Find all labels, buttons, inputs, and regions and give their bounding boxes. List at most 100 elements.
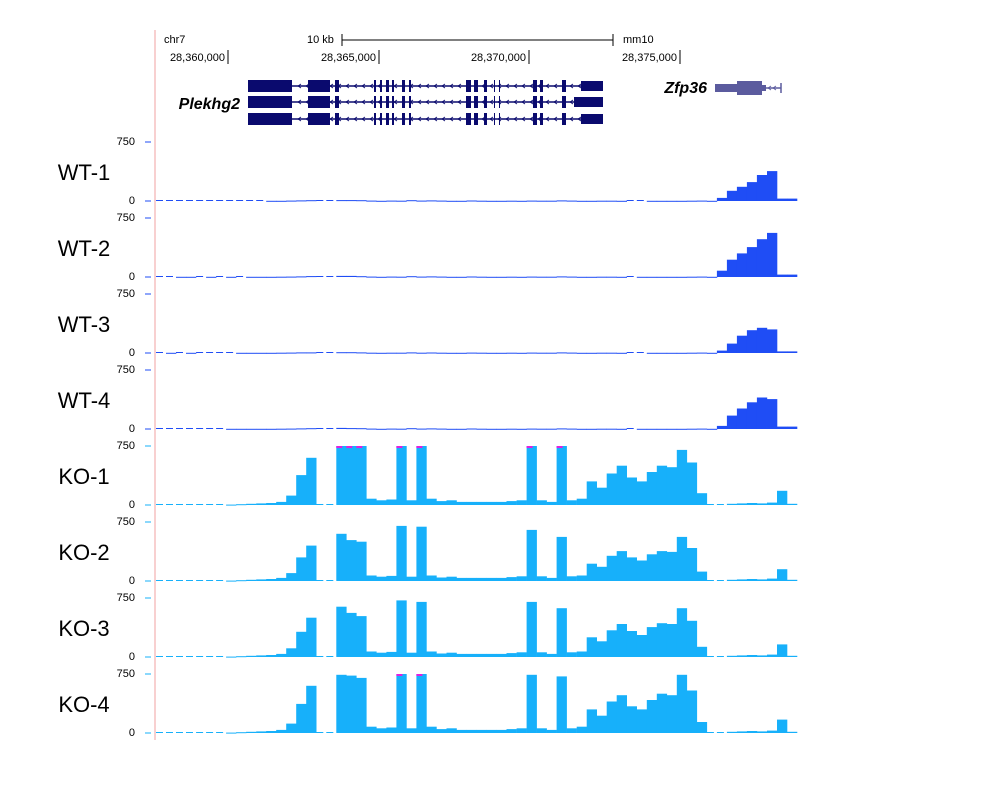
coverage-bar — [616, 465, 627, 505]
coverage-bar — [606, 352, 617, 354]
coverage-bar — [746, 182, 758, 201]
coverage-bar — [456, 428, 467, 430]
coverage-bar — [316, 428, 324, 429]
coverage-bar — [606, 200, 617, 202]
coverage-bar — [606, 276, 617, 278]
coverage-bar — [456, 200, 467, 202]
coverage-bar — [516, 276, 527, 278]
exon — [533, 96, 537, 108]
exon — [484, 80, 487, 92]
coverage-bar — [276, 352, 287, 354]
coverage-bar — [496, 200, 507, 202]
coverage-bar — [446, 652, 457, 657]
coverage-bar — [526, 352, 537, 354]
coverage-bar — [596, 487, 607, 505]
coverage-bar — [206, 504, 214, 505]
exon — [409, 96, 411, 108]
coverage-bar — [306, 352, 317, 354]
coverage-bar — [536, 352, 547, 354]
coverage-bar — [356, 276, 367, 278]
coverage-bar — [346, 540, 357, 581]
coverage-bar — [666, 352, 678, 354]
exon — [409, 113, 411, 125]
coverage-bar — [156, 200, 163, 201]
coverage-bar — [386, 352, 397, 354]
coverage-bar — [496, 577, 507, 581]
coverage-bar — [436, 276, 447, 278]
coverage-bar — [356, 200, 367, 202]
coverage-bar — [436, 653, 447, 657]
coverage-bar — [296, 200, 307, 202]
coverage-bar — [236, 428, 247, 430]
exon — [335, 113, 339, 125]
coverage-bar — [376, 576, 387, 581]
coverage-bar — [416, 526, 427, 581]
coverage-bar — [556, 200, 567, 202]
coverage-bar — [586, 481, 597, 505]
coverage-bar — [416, 428, 427, 430]
coverage-bar — [406, 652, 417, 657]
exon — [386, 80, 389, 92]
exon — [380, 113, 382, 125]
coverage-bar — [176, 504, 183, 505]
coverage-bar — [486, 352, 497, 354]
coverage-bar — [256, 276, 267, 278]
coverage-bar — [156, 580, 163, 581]
coverage-bar — [686, 690, 698, 733]
coverage-bar — [246, 731, 257, 733]
coverage-bar — [646, 428, 658, 430]
assembly-label: mm10 — [623, 34, 654, 46]
chrom-label: chr7 — [164, 34, 185, 46]
coverage-bar — [276, 200, 287, 202]
coverage-bar — [777, 274, 788, 277]
coverage-bar — [586, 428, 597, 430]
coverage-bar — [456, 352, 467, 354]
coverage-bar — [436, 577, 447, 581]
utr — [574, 97, 603, 107]
coverage-bar — [486, 428, 497, 430]
coverage-bar — [656, 200, 668, 202]
coverage-bar — [466, 653, 477, 657]
overflow-marker — [416, 674, 423, 676]
scale-bar-label: 10 kb — [307, 34, 334, 46]
coverage-bar — [236, 732, 247, 734]
coverage-bar — [266, 428, 277, 430]
coverage-bar — [566, 200, 577, 202]
coverage-bar — [166, 504, 173, 505]
coverage-bar — [196, 200, 204, 201]
coverage-bar — [767, 578, 778, 581]
position-tick-label: 28,370,000 — [471, 52, 526, 64]
coverage-bar — [636, 635, 648, 657]
coverage-bar — [576, 575, 587, 581]
coverage-bar — [386, 200, 397, 202]
track-label: KO-1 — [58, 464, 109, 489]
coverage-bar — [296, 703, 307, 733]
exon — [499, 113, 500, 125]
coverage-bar — [686, 352, 698, 354]
coverage-bar — [566, 428, 577, 430]
coverage-bar — [266, 200, 277, 202]
coverage-bar — [276, 577, 287, 581]
coverage-bar — [256, 503, 267, 505]
exon — [386, 113, 389, 125]
transcript-plekhg2 — [248, 80, 603, 92]
coverage-bar — [626, 428, 634, 429]
coverage-bar — [656, 465, 668, 505]
coverage-bar — [206, 580, 214, 581]
coverage-bar — [566, 652, 577, 657]
overflow-marker — [396, 674, 403, 676]
exon — [562, 96, 566, 108]
y-tick-label-min: 0 — [129, 727, 135, 739]
coverage-bar — [676, 608, 688, 657]
coverage-bar — [166, 276, 173, 277]
coverage-bar — [767, 730, 778, 733]
scale-bar — [341, 34, 614, 46]
coverage-bar — [496, 653, 507, 657]
coverage-bar — [426, 428, 437, 430]
coverage-bar — [406, 728, 417, 733]
coverage-bar — [586, 709, 597, 733]
exon — [562, 80, 566, 92]
coverage-bar — [246, 655, 257, 657]
position-tick-label: 28,360,000 — [170, 52, 225, 64]
coverage-bar — [536, 728, 547, 733]
